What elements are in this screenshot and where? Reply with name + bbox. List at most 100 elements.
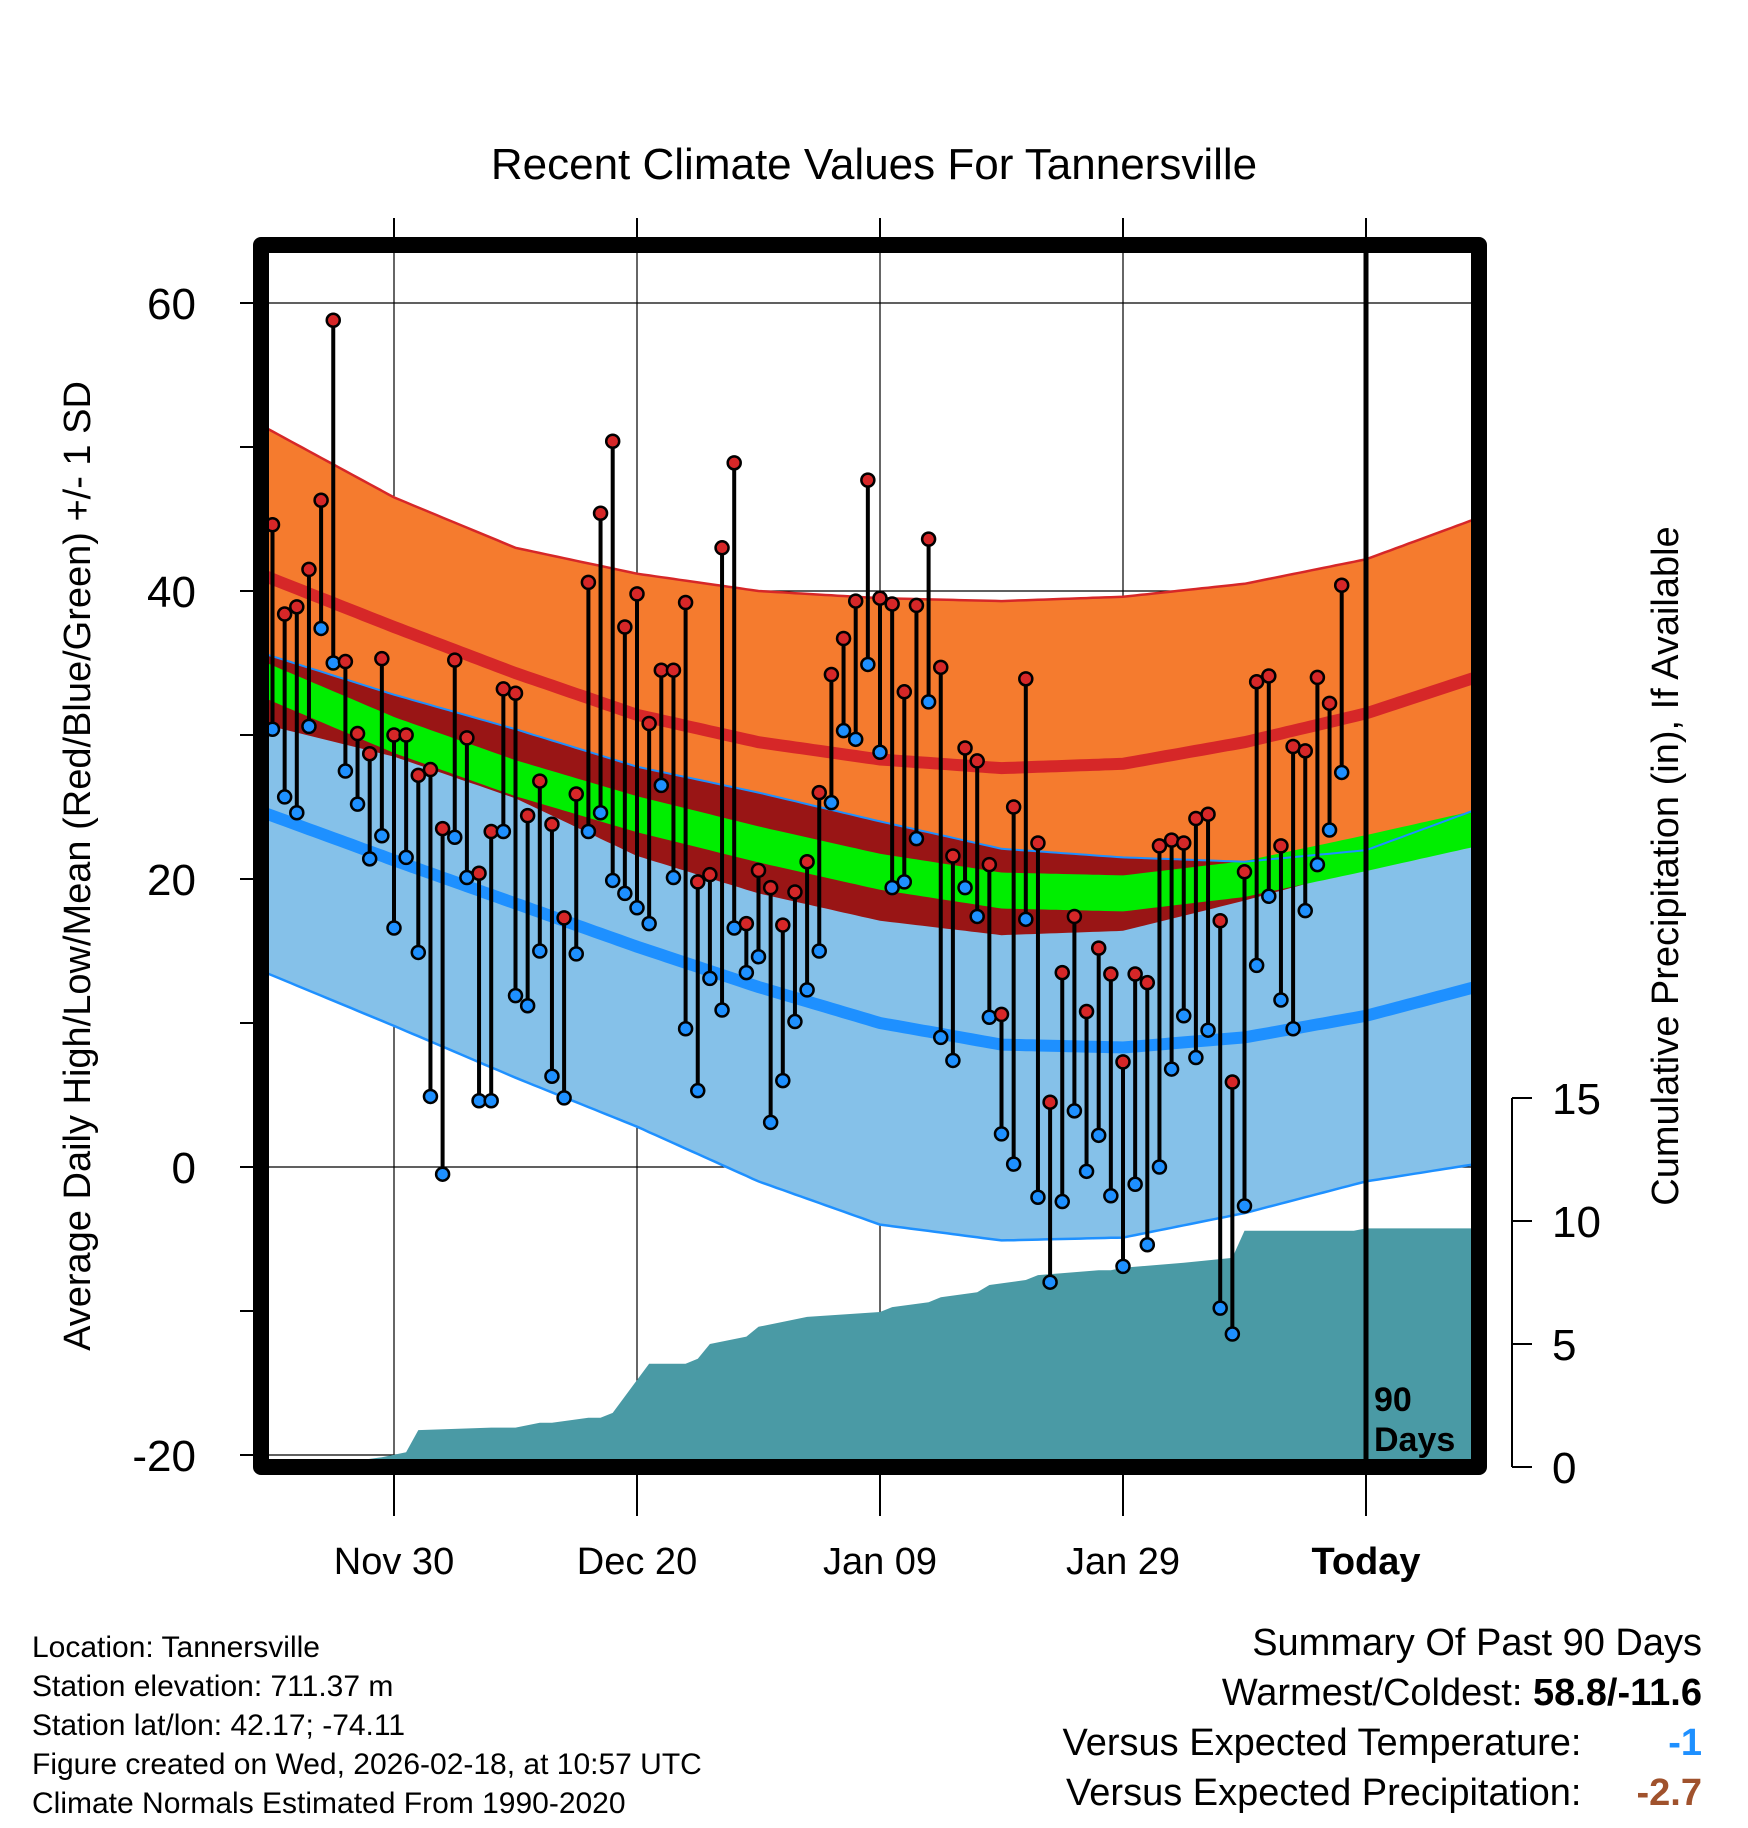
- x-tick-label: Dec 20: [577, 1541, 697, 1583]
- daily-high-dot: [580, 574, 597, 591]
- right-axis-label: Cumulative Precipitation (in), If Availa…: [1645, 526, 1687, 1205]
- daily-high-dot: [471, 865, 487, 881]
- daily-low-dot: [1224, 1326, 1241, 1342]
- daily-high-dot: [1151, 838, 1168, 854]
- warmest-value: 58.8/-11.6: [1532, 1672, 1702, 1714]
- location-text: Location: Tannersville: [32, 1631, 320, 1664]
- daily-low-dot: [532, 943, 548, 959]
- daily-low-dot: [811, 943, 827, 959]
- daily-low-dot: [1200, 1022, 1216, 1038]
- daily-low-dot: [604, 872, 621, 889]
- daily-low-dot: [1321, 822, 1338, 838]
- left-tick-label: 60: [147, 280, 196, 329]
- daily-low-dot: [544, 1068, 560, 1085]
- daily-high-dot: [301, 561, 317, 578]
- daily-high-dot: [1273, 838, 1289, 854]
- daily-high-dot: [1030, 835, 1046, 851]
- daily-high-dot: [665, 662, 682, 678]
- left-axis-label: Average Daily High/Low/Mean (Red/Blue/Gr…: [57, 381, 99, 1351]
- daily-low-dot: [1163, 1061, 1180, 1077]
- daily-low-dot: [847, 731, 864, 748]
- daily-low-dot: [1090, 1127, 1107, 1144]
- daily-high-dot: [811, 784, 827, 801]
- daily-low-dot: [422, 1088, 439, 1105]
- latlon-text: Station lat/lon: 42.17; -74.11: [32, 1709, 406, 1742]
- chart-title: Recent Climate Values For Tannersville: [491, 140, 1257, 189]
- daily-high-dot: [677, 594, 694, 611]
- daily-low-dot: [1333, 764, 1350, 781]
- plot-frame: [253, 237, 1487, 1475]
- daily-high-dot: [1054, 964, 1070, 981]
- daily-low-dot: [981, 1009, 998, 1025]
- daily-high-dot: [532, 773, 548, 789]
- daily-low-dot: [1309, 856, 1326, 873]
- daily-high-dot: [690, 874, 706, 890]
- daily-low-dot: [653, 777, 670, 794]
- daily-low-dot: [835, 722, 852, 739]
- daily-high-dot: [1347, 0, 1360, 7]
- daily-low-dot: [908, 830, 925, 847]
- daily-low-dot: [483, 1093, 499, 1109]
- daily-high-dot: [993, 1006, 1010, 1023]
- daily-high-dot: [787, 884, 803, 900]
- daily-high-dot: [1261, 668, 1277, 684]
- daily-low-dot: [860, 656, 876, 673]
- daily-low-dot: [1066, 1103, 1083, 1119]
- daily-high-dot: [459, 730, 475, 746]
- daily-low-dot: [519, 997, 536, 1014]
- daily-high-dot: [860, 472, 876, 488]
- daily-low-dot: [629, 900, 645, 916]
- left-tick-label: 20: [147, 856, 196, 905]
- daily-low-dot: [1261, 888, 1277, 905]
- daily-low-dot: [447, 829, 463, 845]
- daily-high-dot: [823, 666, 840, 683]
- daily-high-dot: [933, 659, 949, 676]
- daily-high-dot: [884, 596, 900, 612]
- daily-high-dot: [556, 910, 572, 926]
- daily-low-dot: [957, 879, 973, 896]
- daily-high-dot: [325, 312, 341, 329]
- daily-high-dot: [872, 590, 888, 606]
- daily-low-dot: [775, 1072, 791, 1089]
- high-mean-line: [261, 567, 1478, 775]
- station-info: Location: Tannersville Station elevation…: [32, 1628, 702, 1823]
- daily-low-dot: [993, 1126, 1010, 1142]
- daily-low-dot: [374, 828, 390, 844]
- daily-high-dot: [1103, 966, 1119, 982]
- daily-high-dot: [568, 786, 584, 802]
- daily-low-dot: [1347, 0, 1360, 7]
- daily-high-dot: [313, 492, 329, 509]
- daily-high-dot: [1078, 1003, 1095, 1020]
- daily-low-dot: [1176, 1008, 1192, 1024]
- daily-high-dot: [969, 753, 985, 769]
- daily-low-dot: [495, 823, 512, 840]
- marker-label: 90 Days: [1374, 1381, 1455, 1459]
- temp-value: -1: [1668, 1722, 1702, 1764]
- daily-low-dot: [714, 1002, 730, 1018]
- axes: 60 40 20 0 -20 Nov 30 Dec 20 Jan 09 Jan 29 Today D…: [57, 218, 1687, 1583]
- daily-high-dot: [289, 599, 305, 615]
- daily-low-dot: [568, 946, 584, 962]
- daily-high-dot: [1066, 908, 1083, 925]
- daily-high-dot: [738, 915, 755, 932]
- daily-low-dot: [1188, 1049, 1204, 1066]
- daily-high-dot: [422, 761, 439, 778]
- right-tick-label: 10: [1552, 1198, 1601, 1247]
- daily-low-dot: [641, 915, 657, 932]
- daily-high-dot: [775, 917, 791, 933]
- daily-low-dot: [301, 718, 317, 735]
- x-tick-label: Jan 09: [823, 1541, 937, 1583]
- daily-low-dot: [762, 1114, 779, 1131]
- daily-low-dot: [1139, 1237, 1156, 1253]
- x-tick-label: Jan 29: [1066, 1541, 1180, 1583]
- daily-low-dot: [410, 944, 427, 961]
- daily-low-dot: [1103, 1188, 1119, 1204]
- daily-high-dot: [592, 505, 609, 521]
- daily-high-dot: [337, 653, 354, 670]
- daily-high-dot: [835, 630, 852, 647]
- daily-low-dot: [787, 1013, 803, 1030]
- daily-high-dot: [1127, 966, 1143, 982]
- daily-high-dot: [1321, 695, 1338, 712]
- daily-low-dot: [665, 869, 682, 886]
- climate-chart: Recent Climate Values For Tannersville 9…: [57, 0, 1687, 1583]
